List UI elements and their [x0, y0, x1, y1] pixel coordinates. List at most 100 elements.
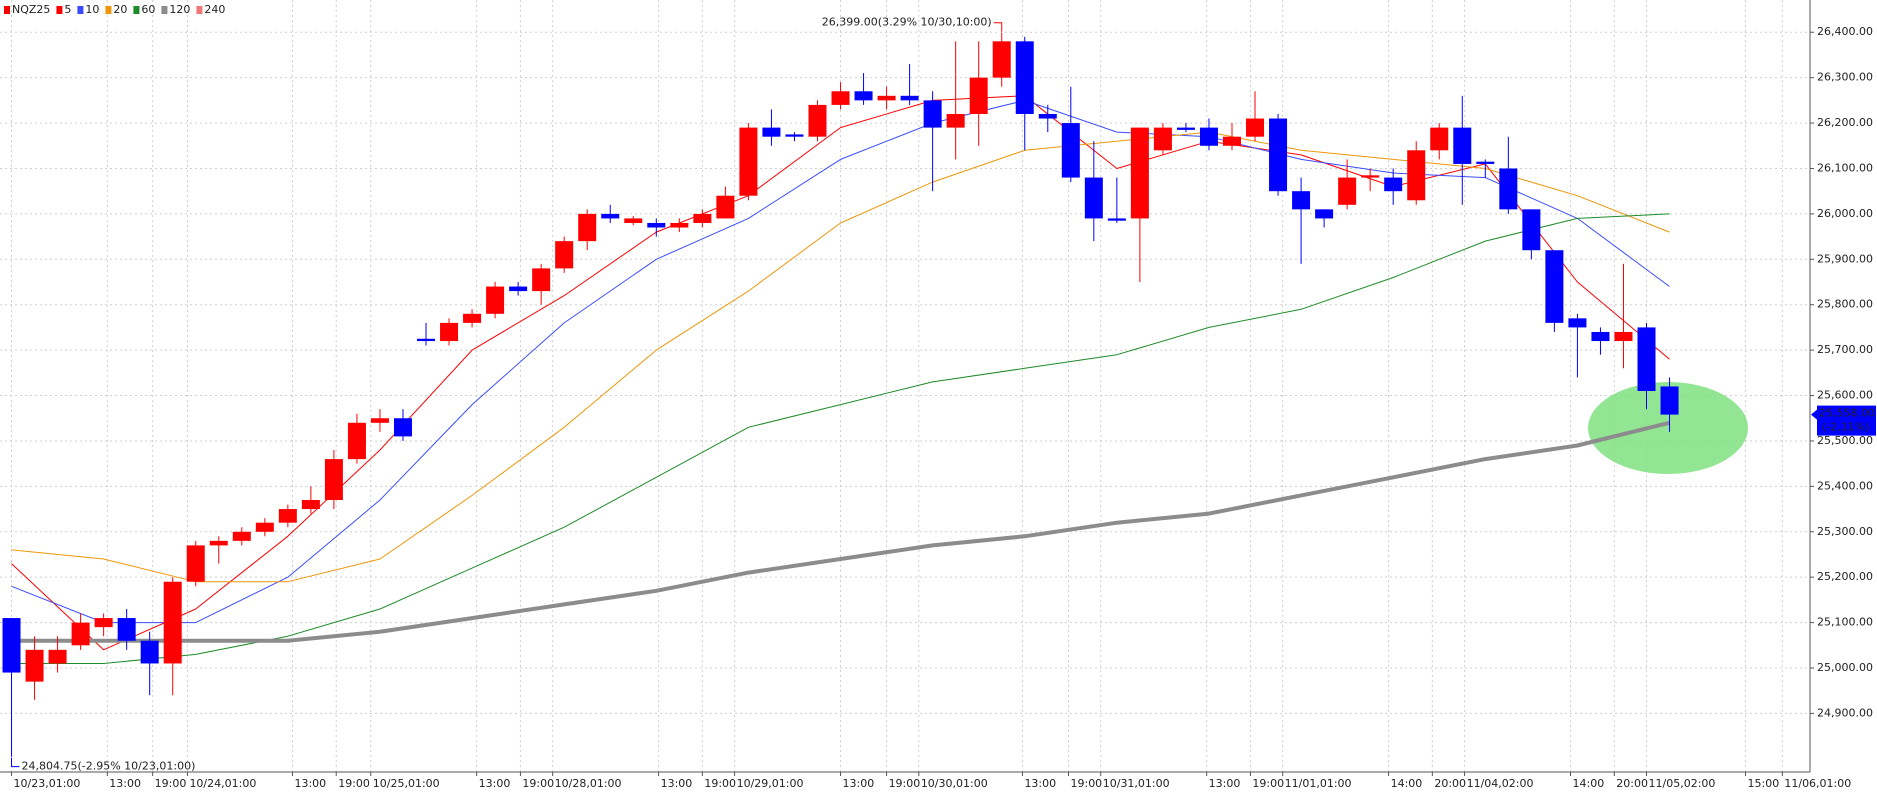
candles [2, 32, 1679, 757]
candle-body [1499, 168, 1518, 210]
x-tick-label: 15:00 [1748, 777, 1780, 790]
x-tick-label: 10/31,01:00 [1103, 777, 1170, 790]
x-tick-label: 13:00 [1209, 777, 1241, 790]
candle-body [370, 418, 389, 423]
candle-body [992, 41, 1011, 78]
legend: NQZ25 5 10 20 60 120 240 [4, 3, 225, 16]
x-tick-label: 11/05,02:00 [1649, 777, 1716, 790]
candle-body [1246, 118, 1265, 137]
candle-body [347, 422, 366, 460]
candle-body [1061, 123, 1080, 178]
x-tick-label: 19:00 [889, 777, 921, 790]
candle-body [509, 286, 528, 292]
candle-body [1015, 41, 1034, 114]
y-tick-label: 26,200.00 [1817, 116, 1873, 129]
candle-body [117, 618, 136, 641]
candle-body [163, 581, 182, 664]
legend-swatch [4, 6, 10, 14]
candle-body [923, 100, 942, 128]
annotation-arrow [993, 22, 1003, 32]
x-tick-label: 19:00 [704, 777, 736, 790]
candle-body [739, 127, 758, 196]
annotation: 26,399.00(3.29% 10/30,10:00) [822, 16, 992, 29]
candle-body [186, 545, 205, 582]
last-price-box [1817, 405, 1876, 436]
candle-body [1660, 386, 1679, 415]
x-tick-label: 10/24,01:00 [189, 777, 256, 790]
y-tick-label: 25,700.00 [1817, 343, 1873, 356]
x-tick-label: 11/04,02:00 [1467, 777, 1534, 790]
y-tick-label: 26,000.00 [1817, 207, 1873, 220]
candle-body [877, 95, 896, 101]
candle-body [209, 540, 228, 546]
candle-body [1130, 127, 1149, 219]
y-tick-label: 26,300.00 [1817, 71, 1873, 84]
legend-swatch [105, 6, 112, 14]
x-tick-label: 11/01,01:00 [1285, 777, 1352, 790]
x-tick-label: 10/25,01:00 [373, 777, 440, 790]
candle-body [48, 649, 67, 664]
last-price-pointer [1811, 409, 1817, 420]
candle-body [417, 338, 436, 342]
x-tick-label: 10/23,01:00 [14, 777, 81, 790]
y-tick-label: 25,600.00 [1817, 389, 1873, 402]
candle-body [1637, 327, 1656, 391]
candle-body [232, 531, 251, 541]
x-tick-label: 19:00 [1070, 777, 1102, 790]
y-tick-label: 26,100.00 [1817, 161, 1873, 174]
candle-body [532, 268, 551, 292]
candle-body [969, 77, 988, 114]
labels: 24,900.00 25,000.00 25,100.00 25,200.00 25,3… [11, 16, 1876, 790]
y-tick-label: 25,300.00 [1817, 525, 1873, 538]
candle-body [1591, 331, 1610, 342]
x-tick-label: 11/06,01:00 [1784, 777, 1851, 790]
x-tick-label: 14:00 [1573, 777, 1605, 790]
candle-body [1453, 127, 1472, 164]
candle-body [393, 418, 412, 437]
candle-body [255, 522, 274, 532]
candle-body [1176, 127, 1195, 130]
y-tick-label: 25,900.00 [1817, 252, 1873, 265]
x-tick-label: 19:00 [155, 777, 187, 790]
candle-body [624, 218, 643, 223]
legend-swatch [196, 6, 203, 14]
candle-body [440, 322, 459, 342]
candle-body [946, 113, 965, 128]
candle-body [324, 459, 343, 500]
y-tick-label: 25,500.00 [1817, 434, 1873, 447]
candle-body [1107, 218, 1126, 221]
candle-body [1430, 127, 1449, 151]
legend-label: 5 [64, 3, 71, 16]
candle-body [647, 222, 666, 228]
legend-symbol: NQZ25 [12, 3, 50, 16]
candle-body [578, 213, 597, 242]
x-tick-label: 13:00 [843, 777, 875, 790]
x-tick-label: 10/29,01:00 [737, 777, 804, 790]
x-tick-label: 20:00 [1434, 777, 1466, 790]
x-tick-label: 14:00 [1391, 777, 1423, 790]
candle-body [486, 286, 505, 314]
candle-body [670, 222, 689, 228]
candle-body [1545, 250, 1564, 323]
legend-label: 60 [141, 3, 155, 16]
candle-body [1199, 127, 1218, 146]
candle-body [601, 213, 620, 219]
candle-body [1084, 177, 1103, 219]
last-price-change: (-2.11%) [1822, 421, 1870, 434]
x-tick-label: 19:00 [338, 777, 370, 790]
x-tick-label: 20:00 [1616, 777, 1648, 790]
x-tick-label: 19:00 [522, 777, 554, 790]
legend-swatch [133, 6, 140, 14]
candle-body [1153, 127, 1172, 151]
candle-body [278, 509, 297, 523]
legend-swatch [77, 6, 84, 14]
annotation-arrow [11, 757, 20, 768]
legend-label: 120 [169, 3, 190, 16]
ma-line [11, 420, 1670, 643]
candle-body [1522, 209, 1541, 251]
x-tick-label: 10/28,01:00 [555, 777, 622, 790]
candle-body [555, 241, 574, 269]
legend-label: 10 [85, 3, 99, 16]
candle-body [1222, 136, 1241, 146]
